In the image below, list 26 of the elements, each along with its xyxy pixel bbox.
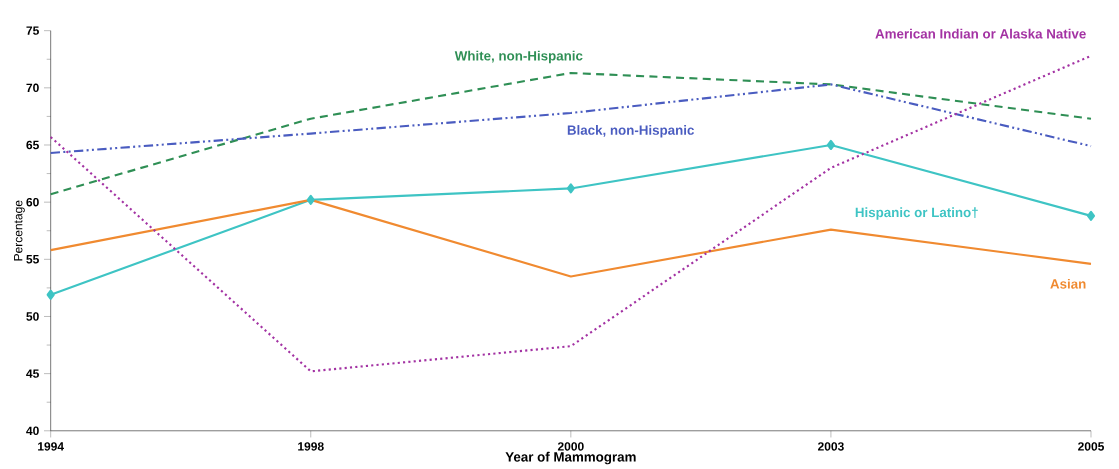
y-tick-label: 60 <box>26 198 39 207</box>
series-label: American Indian or Alaska Native <box>875 28 1086 39</box>
y-tick-label: 65 <box>26 140 39 150</box>
point <box>1086 210 1096 222</box>
series-label: Hispanic or Latino† <box>855 207 978 220</box>
y-tick-label: 55 <box>26 255 39 264</box>
y-tick-label: 50 <box>26 312 39 321</box>
y-tick-label: 75 <box>26 26 39 35</box>
line-series <box>49 72 1093 196</box>
y-tick-label: 70 <box>26 83 39 93</box>
point <box>306 194 315 206</box>
x-axis-title: Year of Mammogram <box>505 451 636 465</box>
y-tick-label: 45 <box>26 369 39 378</box>
point <box>826 140 835 151</box>
x-tick-label: 2003 <box>817 442 844 451</box>
x-tick-label: 1998 <box>298 442 324 451</box>
x-tick-label: 2005 <box>1078 442 1105 451</box>
point <box>566 183 575 194</box>
y-tick-label: 40 <box>26 426 39 436</box>
y-axis-title: Percentage <box>14 200 25 261</box>
x-tick-label: 1994 <box>38 442 64 451</box>
series-label: White, non-Hispanic <box>454 50 583 64</box>
point <box>46 289 55 300</box>
series-label: Black, non-Hispanic <box>567 125 694 138</box>
series-label: Asian <box>1050 279 1086 289</box>
x-tick-label: 2000 <box>557 442 584 451</box>
